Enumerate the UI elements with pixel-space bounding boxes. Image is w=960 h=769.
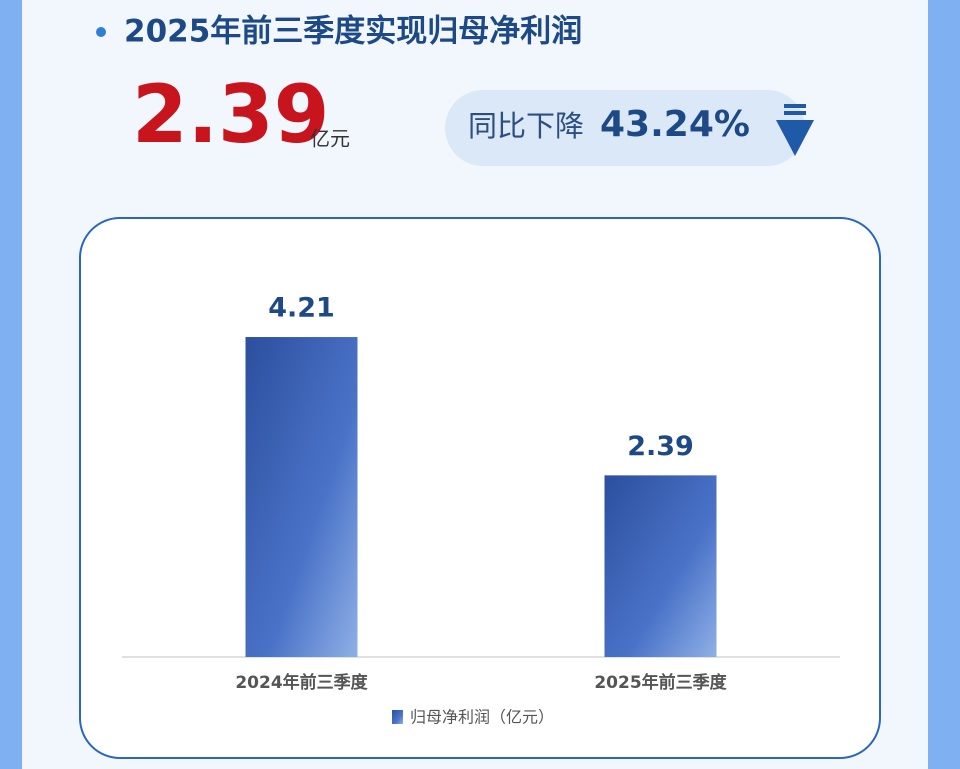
bar [604,475,717,657]
legend-swatch [392,710,403,724]
legend-label: 归母净利润（亿元） [410,708,554,727]
bar [245,337,358,657]
bullet [96,27,106,37]
headline-title: 2025年前三季度实现归母净利润 [124,14,582,50]
x-tick-label: 2024年前三季度 [235,672,368,693]
headline-unit: 亿元 [310,127,350,151]
change-value: 43.24% [600,104,750,145]
change-badge [445,90,805,166]
x-tick-label: 2025年前三季度 [594,672,727,693]
data-label: 2.39 [627,431,694,462]
data-label: 4.21 [268,293,335,324]
chart-card [79,217,881,759]
headline-value: 2.39 [132,68,329,161]
down-arrow-icon [776,104,814,156]
change-label: 同比下降 [468,109,584,143]
